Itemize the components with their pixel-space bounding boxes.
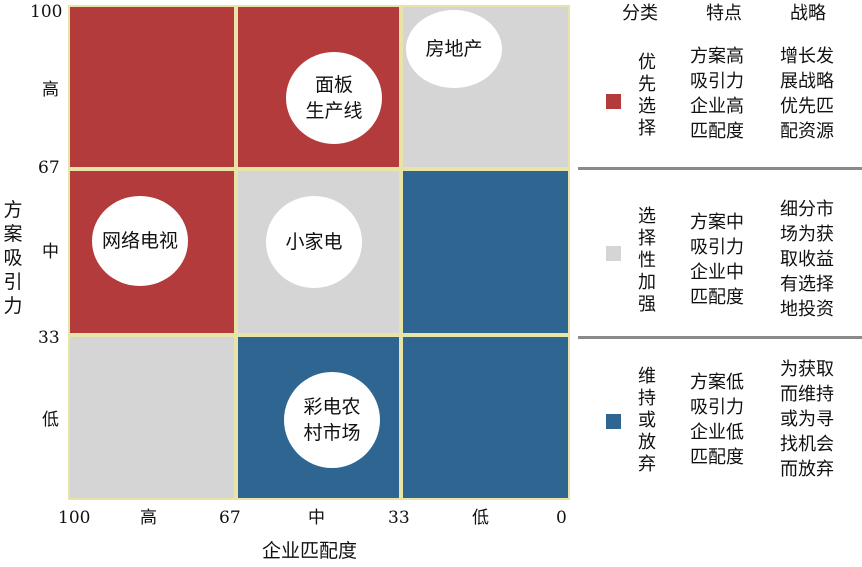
blue-square-icon <box>606 414 621 429</box>
x-axis-label: 企业匹配度 <box>262 540 358 562</box>
bubble-panel-production: 面板 生产线 <box>286 52 382 144</box>
cell-high-high <box>70 7 234 167</box>
y-axis-label: 方 案 吸 引 力 <box>3 199 23 317</box>
y-tick-100: 100 <box>30 2 63 22</box>
legend-features-selective: 方案中 吸引力 企业中 匹配度 <box>690 212 744 308</box>
legend-divider-2 <box>578 336 862 339</box>
legend-category-selective: 选 择 性 加 强 <box>638 206 656 315</box>
x-tick-100: 100 <box>58 508 91 528</box>
x-band-high: 高 <box>140 508 157 528</box>
legend-features-maintain: 方案低 吸引力 企业低 匹配度 <box>690 372 744 468</box>
cell-low-high <box>70 337 234 498</box>
legend-strategy-priority: 增长发 展战略 优先匹 配资源 <box>780 46 834 142</box>
x-tick-67: 67 <box>219 508 241 528</box>
y-band-mid: 中 <box>42 242 59 262</box>
x-band-low: 低 <box>472 508 489 528</box>
x-tick-33: 33 <box>388 508 410 528</box>
legend-divider-1 <box>578 167 862 170</box>
legend-header-category: 分类 <box>622 3 658 24</box>
y-tick-67: 67 <box>38 158 60 178</box>
red-square-icon <box>606 94 621 109</box>
bubble-tv-rural-market: 彩电农 村市场 <box>284 372 380 468</box>
x-tick-0: 0 <box>556 508 567 528</box>
bubble-small-appliances: 小家电 <box>266 196 362 288</box>
legend-header-strategy: 战略 <box>790 3 826 24</box>
y-band-high: 高 <box>42 80 59 100</box>
bubble-real-estate: 房地产 <box>406 10 502 88</box>
bubble-network-tv: 网络电视 <box>92 196 188 286</box>
legend-strategy-selective: 细分市 场为获 取收益 有选择 地投资 <box>780 199 834 320</box>
cell-mid-low <box>403 171 568 333</box>
legend-features-priority: 方案高 吸引力 企业高 匹配度 <box>690 46 744 142</box>
grey-square-icon <box>606 246 621 261</box>
legend-strategy-maintain: 为获取 而维持 或为寻 找机会 而放弃 <box>780 359 834 480</box>
legend-category-priority: 优 先 选 择 <box>638 52 656 139</box>
legend-category-maintain: 维 持 或 放 弃 <box>638 366 656 475</box>
y-tick-33: 33 <box>38 328 60 348</box>
cell-low-low <box>403 337 568 498</box>
legend-header-features: 特点 <box>706 3 742 24</box>
y-band-low: 低 <box>42 410 59 430</box>
x-band-mid: 中 <box>308 508 325 528</box>
